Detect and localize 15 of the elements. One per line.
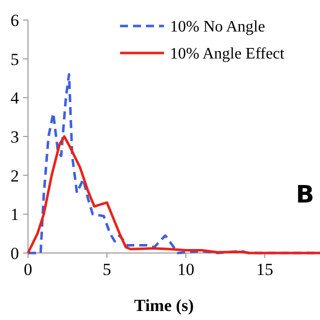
legend-label: 10% No Angle: [170, 18, 266, 36]
y-tick-label: 5: [10, 50, 19, 69]
x-axis-title: Time (s): [134, 296, 194, 315]
y-tick-label: 1: [10, 205, 19, 224]
x-tick-label: 5: [102, 260, 112, 279]
y-tick-label: 2: [10, 166, 19, 186]
y-tick-label: 0: [10, 244, 19, 263]
x-tick-label: 0: [24, 260, 32, 279]
y-tick-label: 6: [10, 10, 19, 30]
y-tick-label: 4: [10, 88, 20, 108]
annotation: B: [296, 180, 314, 209]
y-tick-label: 3: [10, 127, 19, 146]
x-tick-label: 15: [256, 260, 274, 279]
legend-label: 10% Angle Effect: [170, 46, 285, 63]
x-tick-label: 10: [177, 260, 194, 279]
